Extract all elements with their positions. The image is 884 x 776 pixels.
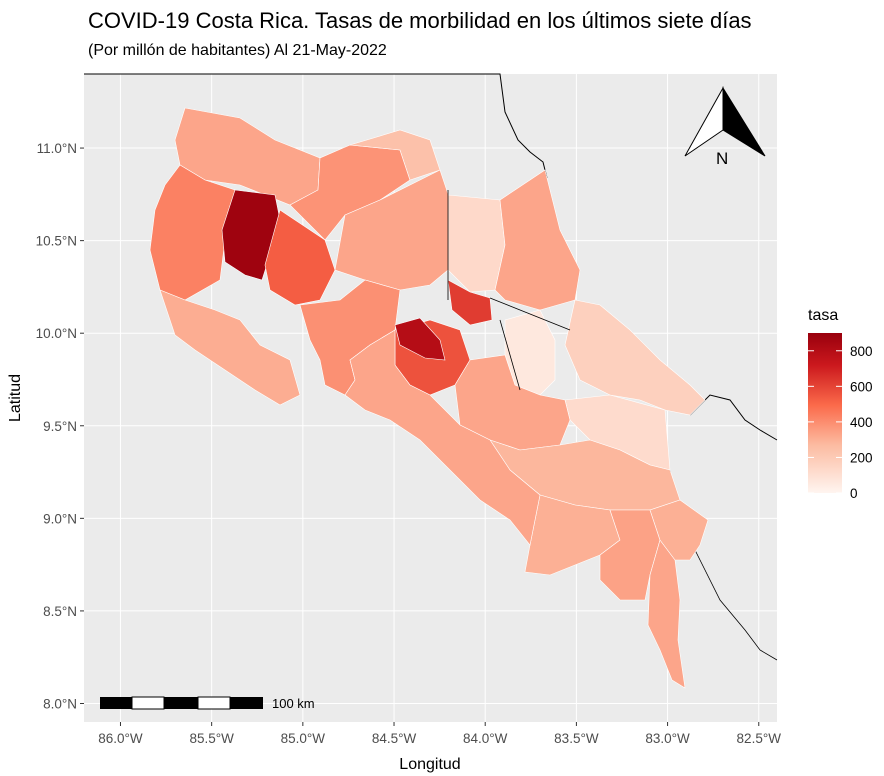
y-tick-label: 9.5°N	[43, 419, 77, 434]
region-limon	[564, 299, 706, 416]
x-tick-label: 86.0°W	[98, 731, 143, 746]
legend: tasa 0 200 400 600 800	[808, 307, 873, 501]
region-quepos	[344, 329, 541, 546]
x-axis-title: Longitud	[399, 756, 460, 773]
x-tick-label: 85.5°W	[189, 731, 234, 746]
region-osa	[524, 494, 621, 576]
region-guanacaste-norte	[174, 107, 321, 206]
costa-rica-regions	[149, 107, 709, 689]
map-title: COVID-19 Costa Rica. Tasas de morbilidad…	[88, 8, 752, 33]
y-tick-label: 8.5°N	[43, 604, 77, 619]
scale-bar: 100 km	[100, 696, 315, 711]
x-tick-label: 83.0°W	[645, 731, 690, 746]
y-tick-label: 8.0°N	[43, 696, 77, 711]
panama-coast-north	[689, 394, 778, 441]
north-arrow-label: N	[716, 149, 728, 168]
x-tick-label: 83.5°W	[554, 731, 599, 746]
nicaragua-border	[84, 73, 548, 179]
region-san-jose	[394, 317, 446, 361]
region-liberia	[221, 189, 281, 281]
region-nicoya	[159, 289, 301, 406]
legend-title: tasa	[808, 307, 838, 324]
x-axis: 86.0°W 85.5°W 85.0°W 84.5°W 84.0°W 83.5°W 83.0…	[98, 722, 781, 746]
legend-tick-label: 400	[850, 415, 873, 430]
y-tick-label: 11.0°N	[37, 141, 77, 156]
x-tick-label: 84.5°W	[372, 731, 417, 746]
x-tick-label: 84.0°W	[463, 731, 508, 746]
region-heredia	[447, 279, 493, 326]
region-coto-brus	[649, 499, 709, 561]
region-sarapiqui	[447, 194, 506, 293]
x-tick-label: 82.5°W	[737, 731, 782, 746]
north-arrow-icon: N	[684, 86, 766, 168]
x-tick-label: 85.0°W	[281, 731, 326, 746]
y-tick-label: 9.0°N	[43, 511, 77, 526]
province-borders	[447, 190, 571, 391]
map-subtitle: (Por millón de habitantes) Al 21-May-202…	[88, 42, 387, 59]
y-tick-label: 10.5°N	[36, 234, 77, 249]
legend-tick-label: 0	[850, 486, 858, 501]
legend-tick-label: 600	[850, 379, 873, 394]
legend-colorbar	[808, 333, 842, 493]
y-tick-label: 10.0°N	[36, 326, 77, 341]
region-san-carlos	[334, 169, 451, 291]
legend-tick-label: 800	[850, 344, 873, 359]
y-axis-title: Latitud	[7, 374, 24, 422]
y-axis: 8.0°N 8.5°N 9.0°N 9.5°N 10.0°N 10.5°N 11.0°N	[36, 141, 84, 711]
legend-ticks: 0 200 400 600 800	[808, 344, 873, 501]
region-bagaces	[264, 209, 336, 306]
legend-tick-label: 200	[850, 450, 873, 465]
scale-bar-label: 100 km	[272, 696, 315, 711]
